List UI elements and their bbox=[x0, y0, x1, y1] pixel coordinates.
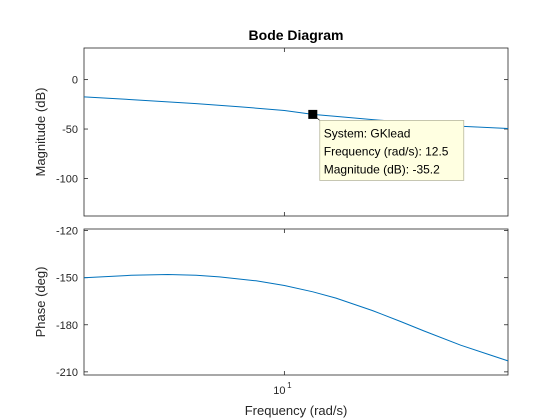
datatip-frequency-text: Frequency (rad/s): 12.5 bbox=[324, 144, 449, 158]
x-axis-ticks: 10 1 bbox=[273, 48, 292, 397]
x-tick-label: 10 bbox=[273, 385, 285, 397]
phase-y-label: Phase (deg) bbox=[33, 267, 48, 338]
magnitude-y-tick-label: 0 bbox=[72, 75, 78, 87]
datatip-system-text: System: GKlead bbox=[324, 126, 411, 140]
magnitude-y-tick-label: -100 bbox=[56, 173, 78, 185]
phase-y-ticks: -120 -150 -180 -210 bbox=[56, 226, 508, 379]
datatip[interactable]: System: GKlead Frequency (rad/s): 12.5 M… bbox=[308, 109, 465, 181]
datatip-box[interactable] bbox=[319, 120, 465, 181]
magnitude-y-label: Magnitude (dB) bbox=[33, 88, 48, 177]
phase-series-line[interactable] bbox=[83, 273, 509, 362]
phase-y-tick-label: -180 bbox=[56, 320, 78, 332]
datatip-marker[interactable] bbox=[308, 109, 318, 119]
phase-y-tick-label: -120 bbox=[56, 226, 78, 238]
phase-plot-area[interactable] bbox=[83, 228, 509, 376]
x-tick-exponent: 1 bbox=[287, 381, 292, 390]
phase-y-tick-label: -150 bbox=[56, 273, 78, 285]
chart-title: Bode Diagram bbox=[249, 27, 344, 43]
x-axis-label: Frequency (rad/s) bbox=[245, 403, 348, 418]
magnitude-y-ticks: 0 -50 -100 bbox=[56, 75, 508, 185]
datatip-magnitude-text: Magnitude (dB): -35.2 bbox=[324, 162, 440, 176]
magnitude-y-tick-label: -50 bbox=[62, 124, 78, 136]
phase-y-tick-label: -210 bbox=[56, 367, 78, 379]
